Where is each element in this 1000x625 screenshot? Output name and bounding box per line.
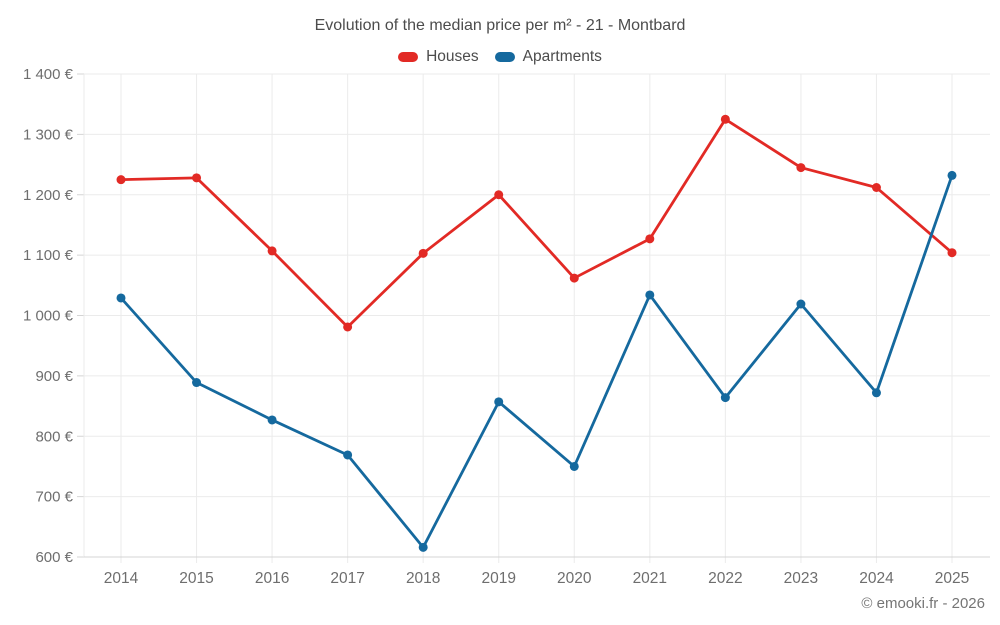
marker-apartments[interactable] (871, 388, 881, 398)
marker-houses[interactable] (267, 246, 277, 256)
marker-houses[interactable] (494, 190, 504, 200)
y-axis-label: 700 € (35, 489, 73, 506)
marker-houses[interactable] (418, 248, 428, 258)
y-axis-label: 900 € (35, 368, 73, 385)
watermark: © emooki.fr - 2026 (861, 595, 985, 612)
marker-houses[interactable] (192, 173, 202, 183)
marker-apartments[interactable] (116, 293, 126, 303)
marker-houses[interactable] (569, 273, 579, 283)
x-axis-label: 2023 (784, 570, 818, 587)
marker-houses[interactable] (343, 322, 353, 332)
marker-apartments[interactable] (192, 378, 202, 388)
x-axis-label: 2024 (859, 570, 894, 587)
marker-apartments[interactable] (343, 450, 353, 460)
y-axis-label: 1 200 € (23, 187, 74, 204)
marker-apartments[interactable] (947, 170, 957, 180)
marker-apartments[interactable] (267, 415, 277, 425)
marker-apartments[interactable] (645, 290, 655, 300)
marker-apartments[interactable] (494, 397, 504, 407)
x-axis-label: 2025 (935, 570, 969, 587)
legend-label-apartments: Apartments (522, 48, 602, 65)
x-axis-label: 2015 (179, 570, 213, 587)
marker-apartments[interactable] (569, 461, 579, 471)
series-line-apartments (119, 174, 954, 549)
y-axis-label: 1 300 € (23, 126, 74, 143)
marker-houses[interactable] (720, 114, 730, 124)
y-axis-label: 800 € (35, 428, 73, 445)
series-line-houses (119, 117, 954, 329)
marker-apartments[interactable] (720, 393, 730, 403)
x-axis-label: 2018 (406, 570, 440, 587)
y-axis-label: 1 000 € (23, 308, 74, 325)
x-axis-label: 2017 (330, 570, 364, 587)
legend-item-houses[interactable]: Houses (398, 48, 479, 66)
marker-apartments[interactable] (796, 299, 806, 309)
y-axis-label: 1 100 € (23, 247, 74, 264)
x-axis-label: 2019 (481, 570, 515, 587)
marker-houses[interactable] (871, 183, 881, 193)
marker-houses[interactable] (116, 175, 126, 185)
y-axis-label: 600 € (35, 549, 73, 566)
x-axis-label: 2020 (557, 570, 592, 587)
x-axis-label: 2014 (104, 570, 139, 587)
marker-houses[interactable] (645, 234, 655, 244)
chart-title: Evolution of the median price per m² - 2… (314, 17, 686, 34)
x-axis-label: 2021 (633, 570, 667, 587)
x-axis-label: 2022 (708, 570, 742, 587)
legend: Houses Apartments (0, 48, 1000, 66)
y-axis-label: 1 400 € (23, 66, 74, 83)
legend-item-apartments[interactable]: Apartments (494, 48, 602, 66)
legend-label-houses: Houses (426, 48, 479, 65)
marker-houses[interactable] (947, 248, 957, 258)
marker-apartments[interactable] (418, 542, 428, 552)
x-axis-label: 2016 (255, 570, 289, 587)
apartments-swatch-icon (494, 52, 515, 62)
houses-swatch-icon (398, 52, 419, 62)
marker-houses[interactable] (796, 163, 806, 173)
